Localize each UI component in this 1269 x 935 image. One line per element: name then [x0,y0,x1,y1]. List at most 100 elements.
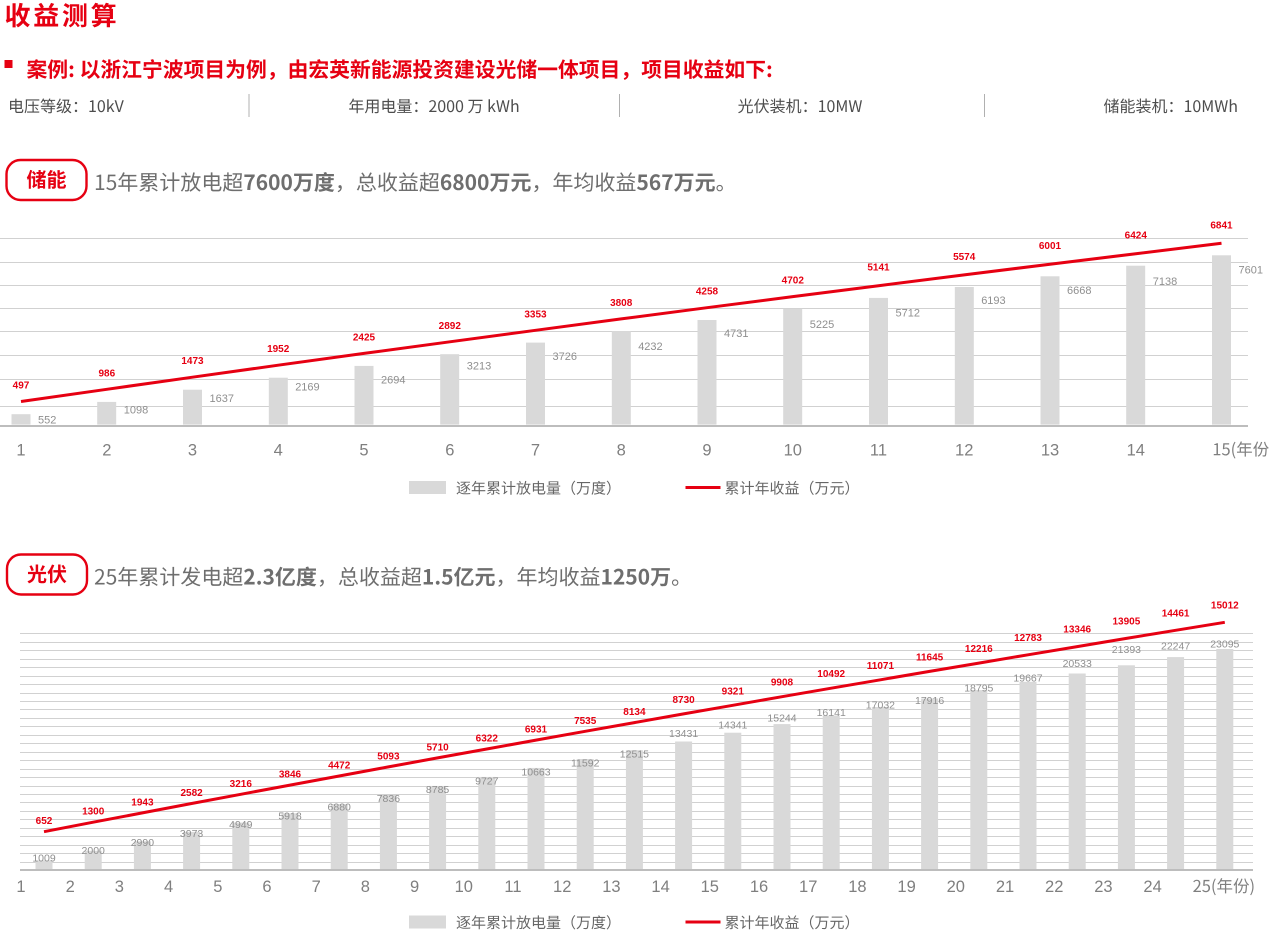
svg-text:4949: 4949 [229,819,253,831]
svg-text:6001: 6001 [1039,241,1062,252]
svg-text:4258: 4258 [696,287,719,298]
svg-text:13431: 13431 [669,728,698,740]
svg-text:9321: 9321 [722,686,745,697]
svg-text:6880: 6880 [328,802,352,814]
svg-text:11: 11 [870,441,887,459]
svg-text:8: 8 [617,441,626,459]
svg-text:1: 1 [16,441,25,459]
svg-text:12: 12 [553,878,571,896]
svg-text:4731: 4731 [724,328,748,340]
svg-text:1009: 1009 [32,852,56,864]
svg-text:13: 13 [1041,441,1059,459]
svg-text:5: 5 [213,878,222,896]
svg-text:2694: 2694 [381,375,405,387]
svg-text:2000: 2000 [82,845,106,857]
svg-text:2892: 2892 [439,321,462,332]
svg-text:14: 14 [1127,441,1145,459]
svg-text:9727: 9727 [475,775,499,787]
svg-text:9: 9 [702,441,711,459]
svg-text:11: 11 [504,878,521,896]
svg-text:12216: 12216 [965,644,993,655]
svg-text:3353: 3353 [524,309,547,320]
svg-text:1300: 1300 [82,807,105,818]
svg-text:12783: 12783 [1014,633,1042,644]
svg-text:8: 8 [361,878,370,896]
svg-text:21393: 21393 [1112,644,1141,656]
svg-text:1098: 1098 [124,404,148,416]
svg-text:13346: 13346 [1063,625,1091,636]
svg-text:6841: 6841 [1210,220,1233,231]
svg-text:13905: 13905 [1112,616,1140,627]
svg-text:20: 20 [947,878,965,896]
svg-text:20533: 20533 [1063,658,1092,670]
svg-text:3726: 3726 [553,351,577,363]
svg-text:21: 21 [996,878,1014,896]
svg-text:1473: 1473 [181,356,204,367]
svg-text:7: 7 [312,878,321,896]
svg-text:3216: 3216 [230,779,253,790]
svg-text:6668: 6668 [1067,285,1091,297]
svg-text:14461: 14461 [1162,608,1190,619]
svg-text:4232: 4232 [638,341,662,353]
svg-text:9: 9 [410,878,419,896]
svg-text:18: 18 [848,878,866,896]
svg-text:2169: 2169 [295,382,319,394]
svg-text:5918: 5918 [278,810,302,822]
svg-text:5093: 5093 [377,751,400,762]
svg-text:7601: 7601 [1239,265,1263,277]
svg-text:7138: 7138 [1153,276,1177,288]
svg-text:5712: 5712 [896,308,920,320]
svg-text:8134: 8134 [623,707,646,718]
svg-text:23: 23 [1094,878,1112,896]
svg-text:3846: 3846 [279,770,302,781]
svg-text:4: 4 [164,878,173,896]
svg-text:16: 16 [750,878,768,896]
svg-text:15244: 15244 [767,713,796,725]
svg-text:10: 10 [784,441,802,459]
svg-text:2: 2 [102,441,111,459]
svg-text:5141: 5141 [867,263,890,274]
svg-text:3808: 3808 [610,298,633,309]
svg-text:10663: 10663 [521,766,550,778]
svg-text:1943: 1943 [131,797,154,808]
svg-text:14341: 14341 [718,720,747,732]
svg-text:19: 19 [897,878,915,896]
svg-text:6: 6 [445,441,454,459]
svg-text:14: 14 [651,878,669,896]
svg-text:7: 7 [531,441,540,459]
svg-text:17032: 17032 [866,700,895,712]
svg-text:552: 552 [38,414,56,426]
svg-text:652: 652 [36,816,53,827]
svg-text:3213: 3213 [467,360,491,372]
svg-text:8785: 8785 [426,784,450,796]
svg-text:8730: 8730 [672,695,695,706]
svg-text:13: 13 [602,878,620,896]
svg-text:7836: 7836 [377,793,401,805]
svg-text:17: 17 [799,878,817,896]
svg-text:9908: 9908 [771,678,794,689]
svg-text:12515: 12515 [620,749,649,761]
svg-text:18795: 18795 [964,682,993,694]
svg-text:4702: 4702 [782,276,805,287]
svg-text:11592: 11592 [571,758,600,770]
svg-text:497: 497 [13,381,30,392]
svg-text:5710: 5710 [426,742,449,753]
svg-text:5225: 5225 [810,319,834,331]
svg-text:7535: 7535 [574,716,597,727]
svg-text:3973: 3973 [180,828,204,840]
svg-text:15012: 15012 [1211,600,1239,611]
svg-text:2: 2 [66,878,75,896]
svg-text:2582: 2582 [180,788,203,799]
svg-text:3: 3 [188,441,197,459]
svg-text:19667: 19667 [1013,673,1042,685]
svg-text:10: 10 [455,878,473,896]
svg-text:22247: 22247 [1161,640,1190,652]
svg-text:6193: 6193 [981,295,1005,307]
svg-text:24: 24 [1143,878,1161,896]
svg-text:12: 12 [955,441,973,459]
svg-text:1637: 1637 [210,393,234,405]
svg-text:10492: 10492 [817,669,845,680]
svg-text:1: 1 [16,878,25,896]
svg-text:4: 4 [274,441,283,459]
svg-text:6: 6 [262,878,271,896]
